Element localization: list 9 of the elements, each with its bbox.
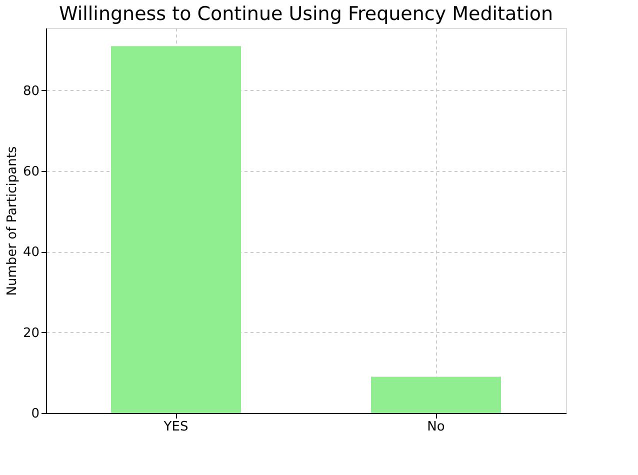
x-tick-label: No xyxy=(427,420,445,434)
y-axis-title: Number of Participants xyxy=(4,146,20,296)
x-tick-label: YES xyxy=(162,420,188,434)
y-tick-label: 0 xyxy=(31,406,40,422)
y-tick-label: 80 xyxy=(22,84,40,99)
y-tick-label: 60 xyxy=(22,164,40,180)
y-tick-label: 20 xyxy=(22,326,40,341)
y-tick-label: 40 xyxy=(22,245,40,260)
chart-title: Willingness to Continue Using Frequency Meditation xyxy=(58,3,554,25)
